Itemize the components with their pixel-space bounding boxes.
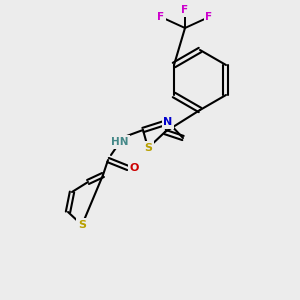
- Text: O: O: [129, 163, 139, 173]
- Text: N: N: [164, 117, 172, 127]
- Text: F: F: [206, 12, 213, 22]
- Text: F: F: [182, 5, 189, 15]
- Text: F: F: [158, 12, 165, 22]
- Text: S: S: [78, 220, 86, 230]
- Text: S: S: [144, 143, 152, 153]
- Text: HN: HN: [111, 137, 129, 147]
